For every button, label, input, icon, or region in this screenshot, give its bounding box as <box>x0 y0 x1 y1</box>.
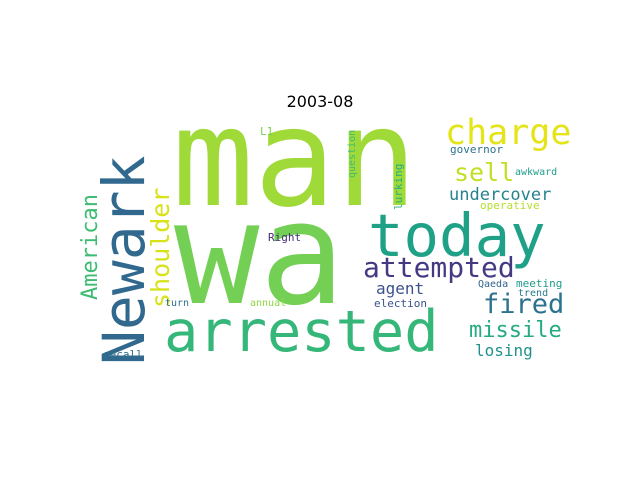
word-charge: charge <box>445 113 572 153</box>
word-election: election <box>374 297 427 310</box>
word-missile: missile <box>469 318 562 343</box>
word-trend: trend <box>518 288 549 299</box>
word-awkward: awkward <box>515 167 558 178</box>
word-newark: Newark <box>90 155 158 365</box>
word-wa: wa <box>174 172 345 337</box>
word-undercover: undercover <box>449 185 552 205</box>
word-meeting: meeting <box>516 277 563 290</box>
word-arrested: arrested <box>164 299 439 365</box>
word-losing: losing <box>475 341 533 360</box>
word-right: Right <box>268 231 302 244</box>
word-cloud: man wa Newark today arrested charge atte… <box>78 91 580 366</box>
word-qaeda: Qaeda <box>478 279 509 290</box>
word-annual: annual <box>250 298 287 309</box>
chart-title: 2003-08 <box>286 92 354 111</box>
word-agent: agent <box>376 279 425 298</box>
word-today: today <box>368 201 546 270</box>
word-fired: fired <box>483 289 565 320</box>
word-shoulder: shoulder <box>146 187 175 308</box>
word-lurking: lurking <box>392 163 405 210</box>
word-man: man <box>172 80 418 238</box>
word-governor: governor <box>450 143 503 156</box>
word-l1: L1 <box>260 125 274 138</box>
word-american: American <box>78 194 103 300</box>
word-sell: sell <box>454 158 515 187</box>
word-attempted: attempted <box>363 251 515 284</box>
word-operative: operative <box>480 199 540 212</box>
word-recall: recall <box>103 348 143 361</box>
word-turn: turn <box>165 298 190 309</box>
word-question: question <box>347 129 358 178</box>
